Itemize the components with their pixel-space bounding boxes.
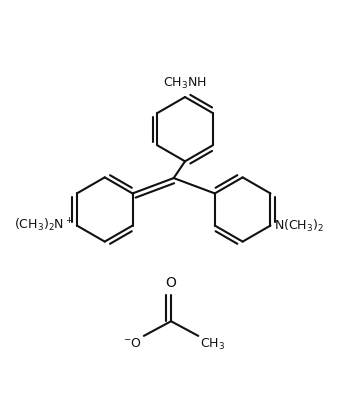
Text: CH$_3$NH: CH$_3$NH xyxy=(164,76,206,91)
Text: N(CH$_3$)$_2$: N(CH$_3$)$_2$ xyxy=(274,218,324,234)
Text: $^{-}$O: $^{-}$O xyxy=(123,337,142,350)
Text: CH$_3$: CH$_3$ xyxy=(200,337,225,352)
Text: (CH$_3$)$_2$N$^+$: (CH$_3$)$_2$N$^+$ xyxy=(14,216,73,234)
Text: O: O xyxy=(166,276,177,290)
